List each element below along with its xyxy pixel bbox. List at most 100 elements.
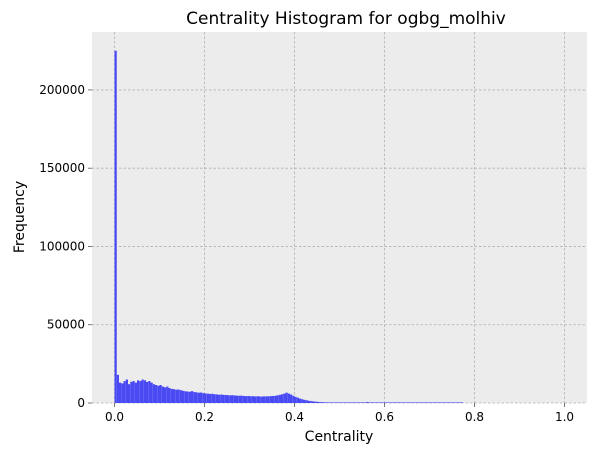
histogram-bar xyxy=(249,396,252,403)
histogram-bar xyxy=(272,395,275,403)
histogram-bar xyxy=(150,382,153,403)
x-axis-label: Centrality xyxy=(305,429,374,445)
histogram-bar xyxy=(339,402,342,403)
histogram-bar xyxy=(119,382,122,403)
histogram-bar xyxy=(357,402,360,403)
histogram-bar xyxy=(377,402,380,403)
histogram-bar xyxy=(301,399,304,403)
histogram-bar xyxy=(141,379,144,403)
histogram-bar xyxy=(247,395,250,403)
histogram-bar xyxy=(123,381,126,403)
histogram-bar xyxy=(155,384,158,403)
histogram-bar xyxy=(238,395,241,403)
histogram-bar xyxy=(245,396,248,403)
histogram-bar xyxy=(416,402,419,403)
histogram-bar xyxy=(130,381,133,403)
histogram-bar xyxy=(404,402,407,403)
y-tick-label: 100000 xyxy=(39,239,85,253)
histogram-bar xyxy=(263,396,266,403)
histogram-bar xyxy=(265,396,268,403)
histogram-bar xyxy=(350,402,353,403)
histogram-bar xyxy=(166,386,169,403)
histogram-bar xyxy=(371,402,374,403)
histogram-bar xyxy=(440,402,443,403)
histogram-bar xyxy=(314,401,317,403)
histogram-bar xyxy=(191,391,194,403)
histogram-bar xyxy=(409,402,412,403)
histogram-bar xyxy=(132,381,135,403)
histogram-bar xyxy=(391,402,394,403)
histogram-bar xyxy=(177,389,180,403)
y-tick-label: 50000 xyxy=(47,318,85,332)
histogram-bar xyxy=(186,391,189,403)
histogram-bar xyxy=(292,395,295,403)
histogram-bar xyxy=(411,402,414,403)
histogram-bar xyxy=(395,402,398,403)
histogram-bar xyxy=(317,401,320,403)
histogram-bar xyxy=(362,402,365,403)
histogram-bar xyxy=(384,402,387,403)
histogram-bar xyxy=(353,402,356,403)
histogram-bar xyxy=(121,383,124,403)
histogram-bar xyxy=(134,382,137,403)
histogram-bar xyxy=(148,381,151,403)
histogram-bar xyxy=(197,392,200,403)
histogram-bar xyxy=(454,402,457,403)
histogram-bar xyxy=(143,380,146,403)
histogram-bar xyxy=(308,400,311,403)
histogram-bar xyxy=(427,402,430,403)
histogram-bar xyxy=(434,402,437,403)
histogram-bar xyxy=(175,389,178,403)
histogram-bar xyxy=(256,396,259,403)
histogram-bar xyxy=(168,388,171,403)
histogram-bar xyxy=(337,402,340,403)
histogram-bar xyxy=(299,398,302,403)
histogram-bar xyxy=(206,393,209,403)
histogram-bar xyxy=(335,402,338,403)
histogram-bar xyxy=(146,381,149,403)
histogram-bar xyxy=(418,402,421,403)
histogram-bar xyxy=(402,402,405,403)
y-tick-label: 200000 xyxy=(39,83,85,97)
histogram-bar xyxy=(458,402,461,403)
histogram-bar xyxy=(429,402,432,403)
histogram-bar xyxy=(407,402,410,403)
histogram-bar xyxy=(240,395,243,403)
histogram-bar xyxy=(211,393,214,403)
histogram-bar xyxy=(213,394,216,403)
histogram-bar xyxy=(276,395,279,403)
histogram-bar xyxy=(114,50,117,403)
histogram-bar xyxy=(164,387,167,403)
histogram-bar xyxy=(233,395,236,403)
histogram-bar xyxy=(182,390,185,403)
histogram-bar xyxy=(202,393,205,403)
tick-labels: 0.0 0.2 0.4 0.6 0.8 1.0 0 50000 100000 150000 2000… xyxy=(39,83,574,424)
x-tick-label: 0.0 xyxy=(105,410,124,424)
histogram-bar xyxy=(400,402,403,403)
histogram-bar xyxy=(373,402,376,403)
histogram-bar xyxy=(215,394,218,403)
histogram-bar xyxy=(445,402,448,403)
histogram-bar xyxy=(422,402,425,403)
histogram-bar xyxy=(278,394,281,403)
histogram-bar xyxy=(287,393,290,403)
histogram-bar xyxy=(436,402,439,403)
histogram-bar xyxy=(425,402,428,403)
histogram-bar xyxy=(179,390,182,403)
x-tick-label: 0.6 xyxy=(375,410,394,424)
histogram-bar xyxy=(328,402,331,403)
histogram-bar xyxy=(296,397,299,403)
histogram-bar xyxy=(254,396,257,403)
histogram-bar xyxy=(184,391,187,403)
histogram-bar xyxy=(236,395,239,403)
histogram-bar xyxy=(398,402,401,403)
histogram-bar xyxy=(443,402,446,403)
histogram-bar xyxy=(193,392,196,403)
histogram-bar xyxy=(157,385,160,403)
histogram-bar xyxy=(116,374,119,403)
histogram-bar xyxy=(220,394,223,403)
y-axis-label: Frequency xyxy=(12,181,28,253)
histogram-bar xyxy=(346,402,349,403)
histogram-bar xyxy=(348,402,351,403)
histogram-bar xyxy=(274,395,277,403)
